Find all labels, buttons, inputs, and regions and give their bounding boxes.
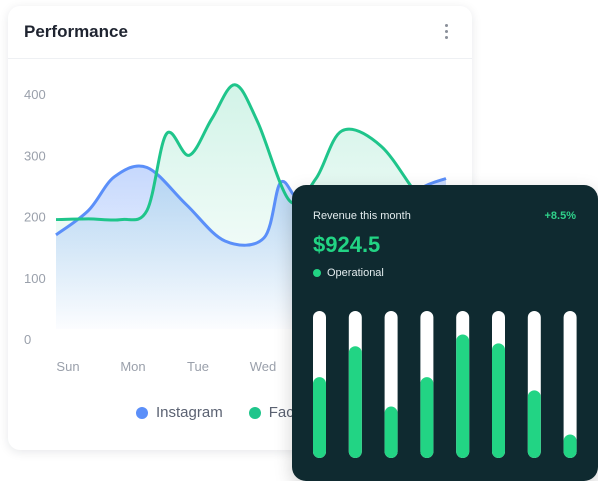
revenue-bar [348, 346, 362, 458]
status-indicator: Operational [313, 267, 384, 279]
kebab-menu-icon[interactable] [436, 20, 456, 42]
legend-label: Instagram [156, 404, 223, 421]
revenue-bar [492, 343, 505, 458]
revenue-bar [527, 390, 541, 458]
revenue-label: Revenue this month [313, 210, 411, 222]
y-tick-label: 300 [24, 148, 46, 163]
revenue-bar [563, 434, 577, 458]
card-title: Performance [24, 22, 128, 41]
status-dot-icon [313, 269, 321, 277]
y-tick-label: 400 [24, 87, 46, 102]
revenue-bar [456, 334, 470, 458]
x-tick-label: Tue [187, 359, 209, 374]
y-tick-label: 100 [24, 271, 46, 286]
y-tick-label: 0 [24, 332, 31, 347]
facebook-legend-dot [248, 406, 261, 419]
revenue-bar [420, 377, 434, 458]
bar-track [563, 311, 577, 458]
x-tick-label: Mon [120, 359, 145, 374]
revenue-bar-chart [313, 311, 577, 458]
facebook-line [55, 83, 447, 222]
status-label: Operational [327, 267, 384, 279]
x-tick-label: Wed [250, 359, 277, 374]
x-tick-label: Sun [56, 359, 79, 374]
revenue-change-badge: +8.5% [544, 210, 577, 222]
instagram-legend-dot [136, 406, 148, 419]
revenue-card: Revenue this month +8.5% $924.5 Operatio… [292, 185, 598, 481]
revenue-value: $924.5 [313, 232, 381, 257]
y-tick-label: 200 [24, 210, 46, 225]
revenue-bar [384, 406, 398, 458]
legend-item-instagram[interactable]: Instagram [136, 404, 223, 421]
card-divider [8, 58, 472, 59]
revenue-bar [313, 377, 326, 458]
